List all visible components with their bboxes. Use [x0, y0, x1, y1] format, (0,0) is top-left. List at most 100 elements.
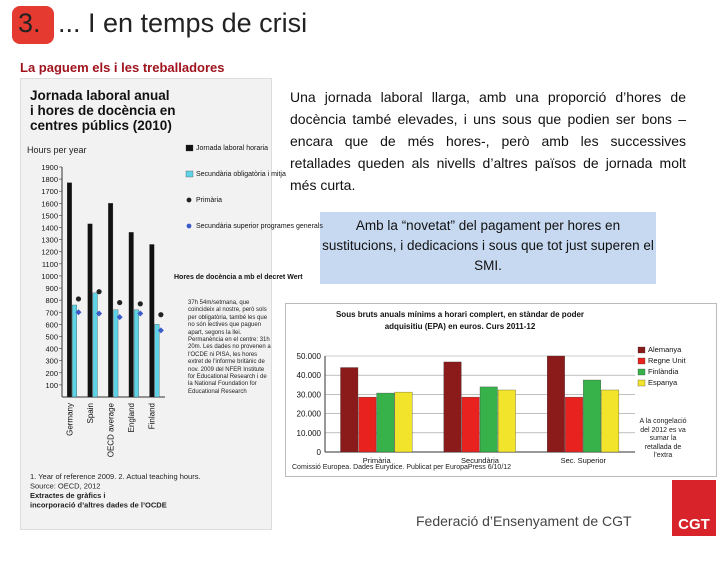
x-tick-label: Germany [65, 403, 74, 436]
y-tick-label: 1300 [41, 236, 58, 245]
legend-swatch [185, 170, 194, 178]
y-tick-label: 30.000 [297, 390, 322, 399]
bar [479, 386, 498, 453]
bar [87, 223, 93, 398]
y-tick-label: 20.000 [297, 410, 322, 419]
x-tick-label: Spain [86, 403, 95, 423]
marker [75, 309, 82, 316]
legend-swatch [185, 144, 194, 152]
bar [154, 324, 160, 398]
bar [497, 389, 516, 453]
y-tick-label: 600 [45, 320, 58, 329]
legend-label: Jornada laboral horaria [196, 145, 268, 152]
subtitle: La paguem els i les treballadores [20, 60, 225, 75]
y-tick-label: 1400 [41, 224, 58, 233]
y-tick-label: 800 [45, 296, 58, 305]
x-tick-label: OECD average [107, 402, 116, 457]
legend-swatch [637, 379, 646, 387]
legend-label: Primària [196, 197, 222, 204]
bar [128, 232, 134, 398]
legend-swatch [637, 357, 646, 365]
bar [443, 361, 462, 453]
legend-label: Secundària obligatòria i mitja [196, 171, 286, 178]
logo: CGT [672, 480, 716, 536]
left-note: 37h 54m/setmana, que coincideix al nostr… [188, 300, 271, 395]
y-tick-label: 50.000 [297, 352, 322, 361]
bar [376, 392, 395, 453]
chart-title: centres públics (2010) [30, 118, 172, 133]
bar [565, 396, 583, 453]
y-tick-label: 900 [45, 284, 58, 293]
legend-swatch [186, 223, 192, 229]
legend-label: Finlàndia [648, 367, 679, 376]
legend-label: Espanya [648, 378, 678, 387]
number-box [12, 6, 54, 44]
marker [116, 314, 123, 321]
y-tick-label: 400 [45, 345, 58, 354]
bar [108, 203, 114, 398]
y-tick-label: 300 [45, 357, 58, 366]
bar [461, 396, 480, 453]
y-tick-label: 1500 [41, 211, 58, 220]
x-tick-label: Sec. Superior [561, 456, 607, 465]
slide: 3. ... I en temps de crisi La paguem els… [12, 6, 717, 536]
bar [340, 367, 359, 453]
x-tick-label: England [127, 403, 136, 432]
legend-label: Secundària superior programes generals [196, 223, 323, 230]
right-annotation: A la congelació del 2012 es va sumar la … [639, 418, 687, 459]
source: Comissió Europea. Dades Eurydice. Public… [292, 464, 511, 471]
bar [394, 391, 413, 453]
footnote: Extractes de gràfics i [30, 491, 105, 500]
y-tick-label: 1600 [41, 199, 58, 208]
bar [67, 182, 72, 398]
marker [137, 310, 144, 317]
bar [72, 304, 78, 398]
legend-swatch [637, 368, 646, 376]
bar [92, 292, 98, 398]
legend-swatch [637, 346, 646, 354]
highlight-box: Amb la “novetat” del pagament per hores … [320, 212, 656, 284]
x-tick-label: Primària [363, 456, 392, 465]
bar [547, 355, 565, 453]
marker [157, 327, 164, 334]
marker [137, 301, 143, 307]
marker [96, 289, 102, 295]
bar [133, 309, 139, 398]
y-tick-label: 1100 [42, 260, 58, 269]
x-tick-label: Finland [148, 403, 157, 429]
chart-title: adquisitiu (EPA) en euros. Curs 2011-12 [385, 322, 536, 331]
legend-swatch [186, 197, 192, 203]
y-tick-label: 40.000 [297, 371, 322, 380]
y-tick-label: 1000 [41, 272, 58, 281]
marker [75, 296, 82, 302]
marker [158, 312, 164, 318]
y-tick-label: 0 [317, 448, 322, 457]
chart-title: Sous bruts anuals mínims a horari comple… [336, 310, 584, 319]
y-tick-label: 100 [45, 381, 58, 390]
footnote: Source: OECD, 2012 [30, 482, 100, 491]
marker [117, 299, 123, 306]
y-tick-label: 700 [45, 308, 58, 317]
bar [358, 396, 377, 453]
y-tick-label: 1700 [41, 187, 58, 196]
chart-title: i hores de docència en [30, 103, 176, 118]
y-axis-label: Hours per year [27, 145, 87, 155]
annotation: Hores de docència a mb el decret Wert [174, 274, 303, 281]
y-tick-label: 500 [45, 332, 58, 341]
footnote: incorporació d’altres dades de l’OCDE [30, 501, 167, 510]
paragraph: Una jornada laboral llarga, amb una prop… [290, 89, 686, 193]
footnote: 1. Year of reference 2009. 2. Actual tea… [30, 472, 201, 481]
bar [149, 244, 155, 398]
footer: Federació d’Ensenyament de CGT [416, 513, 632, 529]
y-tick-label: 1900 [41, 163, 58, 172]
number: 3. [18, 8, 41, 38]
chart-title: Jornada laboral anual [30, 88, 170, 103]
y-tick-label: 200 [45, 369, 58, 378]
y-tick-label: 1800 [41, 175, 58, 184]
x-tick-label: Secundària [461, 456, 500, 465]
logo-text: CGT [678, 516, 710, 533]
legend-label: Regne Unit [648, 356, 686, 365]
legend-label: Alemanya [648, 345, 682, 354]
y-tick-label: 1200 [41, 248, 58, 257]
